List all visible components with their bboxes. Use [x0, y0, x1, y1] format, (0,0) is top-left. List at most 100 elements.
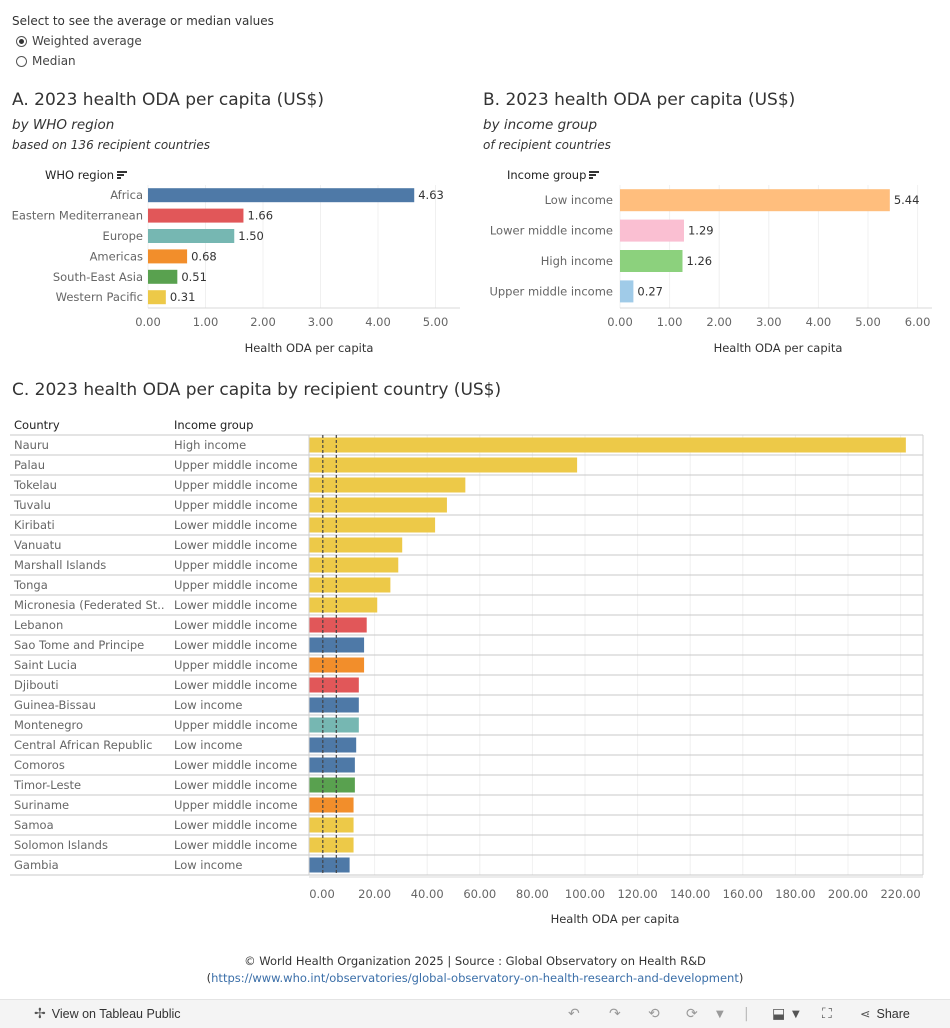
column-header-income-group: Income group [174, 418, 253, 432]
country-label: Lebanon [14, 618, 63, 632]
income-group-label: Low income [174, 738, 242, 752]
panel-c-title: C. 2023 health ODA per capita by recipie… [12, 380, 502, 400]
footer-paren-open: ( [206, 971, 212, 985]
country-label: Kiribati [14, 518, 55, 532]
income-group-label: Lower middle income [174, 538, 297, 552]
category-label: High income [541, 254, 613, 268]
radio-unselected-icon[interactable] [16, 55, 27, 67]
bar [620, 189, 890, 212]
view-label[interactable]: View on Tableau Public [51, 1007, 181, 1021]
category-label: Upper middle income [489, 284, 613, 298]
bar [309, 737, 357, 753]
header-label: WHO region [45, 168, 115, 182]
revert-icon[interactable]: ⟲ [648, 1006, 660, 1022]
tick-label: 0.00 [135, 315, 161, 329]
bar [309, 597, 378, 613]
share-label[interactable]: Share [876, 1006, 910, 1021]
refresh-menu-chevron-icon[interactable]: ▼ [716, 1009, 724, 1020]
download-menu-chevron-icon[interactable]: ▼ [792, 1009, 800, 1020]
sort-icon[interactable] [117, 171, 128, 179]
country-label: Timor-Leste [13, 778, 81, 792]
bar [148, 188, 415, 203]
tick-label: 160.00 [723, 887, 763, 901]
toolbar-divider: | [744, 1006, 749, 1022]
income-group-header[interactable]: Income group [507, 168, 600, 182]
radio-label[interactable]: Weighted average [32, 34, 142, 48]
income-group-label: Lower middle income [174, 518, 297, 532]
bar [309, 517, 436, 533]
refresh-icon[interactable]: ⟳ [686, 1006, 698, 1022]
bar [620, 280, 634, 303]
data-label: 4.63 [418, 188, 444, 202]
tick-label: 80.00 [516, 887, 549, 901]
income-group-label: Lower middle income [174, 838, 297, 852]
share-button[interactable]: ⋖ Share [860, 1006, 910, 1021]
header-label: Income group [507, 168, 587, 182]
tick-label: 60.00 [463, 887, 496, 901]
panel-b-subtitle2: of recipient countries [483, 138, 611, 152]
tick-label: 3.00 [308, 315, 334, 329]
radio-weighted-average[interactable]: Weighted average [16, 34, 142, 48]
country-label: Djibouti [14, 678, 59, 692]
tick-label: 20.00 [358, 887, 391, 901]
radio-selected-icon[interactable] [16, 35, 27, 47]
country-label: Saint Lucia [14, 658, 77, 672]
country-label: Sao Tome and Principe [14, 638, 144, 652]
tick-label: 220.00 [880, 887, 920, 901]
income-group-label: High income [174, 438, 246, 452]
sort-icon[interactable] [589, 171, 600, 179]
bar [309, 537, 403, 553]
panel-b-title: B. 2023 health ODA per capita (US$) [483, 90, 796, 110]
country-label: Samoa [14, 818, 54, 832]
tick-label: 6.00 [905, 315, 931, 329]
bar [148, 208, 244, 223]
footer-link-line: (https://www.who.int/observatories/globa… [0, 971, 950, 985]
undo-icon[interactable]: ↶ [568, 1006, 580, 1022]
redo-icon[interactable]: ↷ [609, 1006, 621, 1022]
income-group-label: Upper middle income [174, 558, 298, 572]
country-label: Solomon Islands [14, 838, 108, 852]
source-link[interactable]: https://www.who.int/observatories/global… [211, 971, 739, 985]
radio-label[interactable]: Median [32, 54, 76, 68]
category-label: Europe [103, 229, 143, 243]
tick-label: 3.00 [756, 315, 782, 329]
tick-label: 40.00 [411, 887, 444, 901]
country-label: Micronesia (Federated St.. [14, 598, 165, 612]
footer-source: © World Health Organization 2025 | Sourc… [244, 954, 706, 968]
income-group-label: Lower middle income [174, 818, 297, 832]
country-label: Nauru [14, 438, 49, 452]
charts-canvas: Africa 4.63 Eastern Mediterranean 1.66 Europ… [10, 185, 932, 926]
panel-a-title: A. 2023 health ODA per capita (US$) [12, 90, 324, 110]
category-label: Africa [110, 188, 143, 202]
category-label: Low income [545, 193, 613, 207]
radio-median[interactable]: Median [16, 54, 76, 68]
view-on-tableau-button[interactable]: ✢ View on Tableau Public [34, 1006, 181, 1022]
country-label: Marshall Islands [14, 558, 106, 572]
category-label: Eastern Mediterranean [12, 209, 143, 223]
bar [309, 797, 354, 813]
tick-label: 180.00 [775, 887, 815, 901]
bar [620, 250, 683, 272]
tableau-toolbar: ✢ View on Tableau Public ↶ ↷ ⟲ ⟳ ▼ | ⬓ ▼… [0, 999, 950, 1028]
bar [309, 857, 350, 873]
bar [309, 717, 359, 733]
download-icon[interactable]: ⬓ [772, 1006, 786, 1022]
bar [309, 757, 355, 773]
data-label: 0.27 [637, 284, 663, 298]
country-label: Tokelau [13, 478, 57, 492]
fullscreen-icon[interactable]: ⛶ [822, 1006, 832, 1022]
chart-c: Country Income group Nauru High income Palau… [10, 418, 924, 926]
category-label: Lower middle income [490, 224, 613, 238]
bar [309, 817, 354, 833]
who-region-header[interactable]: WHO region [45, 168, 128, 182]
country-label: Gambia [14, 858, 59, 872]
category-label: Americas [90, 249, 143, 263]
country-label: Palau [14, 458, 45, 472]
bar [309, 837, 354, 853]
income-group-label: Lower middle income [174, 678, 297, 692]
tick-label: 200.00 [828, 887, 868, 901]
chart-a: Africa 4.63 Eastern Mediterranean 1.66 Europ… [12, 185, 460, 355]
x-axis-title: Health ODA per capita [551, 912, 680, 926]
footer-paren-close: ) [738, 971, 744, 985]
tick-label: 0.00 [309, 887, 335, 901]
